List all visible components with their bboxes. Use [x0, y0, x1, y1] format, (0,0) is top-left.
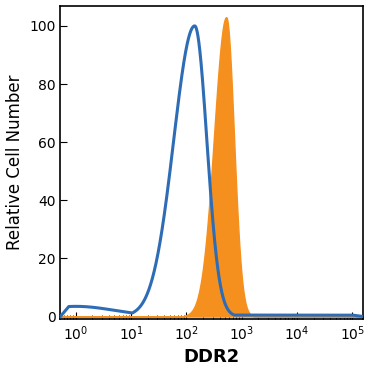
X-axis label: DDR2: DDR2 [184, 349, 240, 366]
Y-axis label: Relative Cell Number: Relative Cell Number [6, 75, 23, 250]
